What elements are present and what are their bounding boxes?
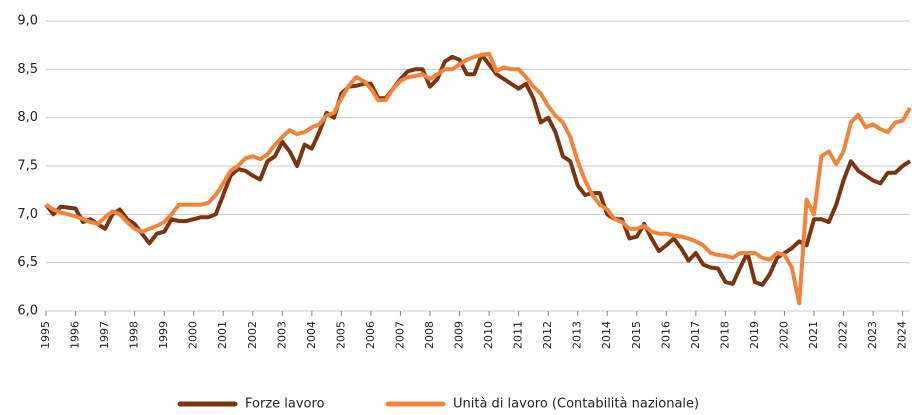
x-tick-label: 1999 [157, 321, 170, 349]
x-tick-label: 2003 [275, 321, 288, 349]
x-tick-label: 2019 [748, 321, 761, 349]
x-tick-label: 1995 [39, 321, 52, 349]
y-tick-label: 8,0 [17, 110, 38, 125]
x-tick-label: 2004 [305, 321, 318, 349]
x-tick-label: 2020 [777, 321, 790, 349]
x-tick-label: 2002 [246, 321, 259, 349]
y-tick-label: 9,0 [17, 14, 38, 29]
x-tick-label: 2018 [718, 321, 731, 349]
x-tick-label: 2017 [689, 321, 702, 349]
x-tick-label: 2007 [393, 321, 406, 349]
x-tick-label: 2013 [571, 321, 584, 349]
x-tick-label: 2010 [482, 321, 495, 349]
series-line [44, 51, 912, 306]
y-tick-label: 8,5 [17, 62, 38, 77]
x-tick-label: 2005 [334, 321, 347, 349]
x-tick-label: 2006 [364, 321, 377, 349]
x-tick-label: 2012 [541, 321, 554, 349]
y-tick-label: 7,0 [17, 207, 38, 222]
x-tick-label: 2000 [187, 321, 200, 349]
x-tick-label: 2024 [896, 321, 909, 349]
x-tick-label: 2016 [659, 321, 672, 349]
x-tick-label: 1998 [128, 321, 141, 349]
legend-label: Forze lavoro [245, 397, 325, 412]
x-tick-label: 1996 [69, 321, 82, 349]
x-tick-label: 2014 [600, 321, 613, 349]
x-tick-label: 2008 [423, 321, 436, 349]
series-line [44, 52, 912, 287]
x-tick-label: 2015 [630, 321, 643, 349]
y-tick-label: 7,5 [17, 159, 38, 174]
x-tick-label: 1997 [98, 321, 111, 349]
y-tick-label: 6,5 [17, 255, 38, 270]
x-tick-label: 2001 [216, 321, 229, 349]
x-tick-label: 2022 [837, 321, 850, 349]
x-tick-label: 2009 [453, 321, 466, 349]
x-tick-label: 2021 [807, 321, 820, 349]
x-tick-label: 2011 [512, 321, 525, 349]
y-tick-label: 6,0 [17, 304, 38, 319]
legend-label: Unità di lavoro (Contabilità nazionale) [453, 397, 699, 412]
x-tick-label: 2023 [866, 321, 879, 349]
